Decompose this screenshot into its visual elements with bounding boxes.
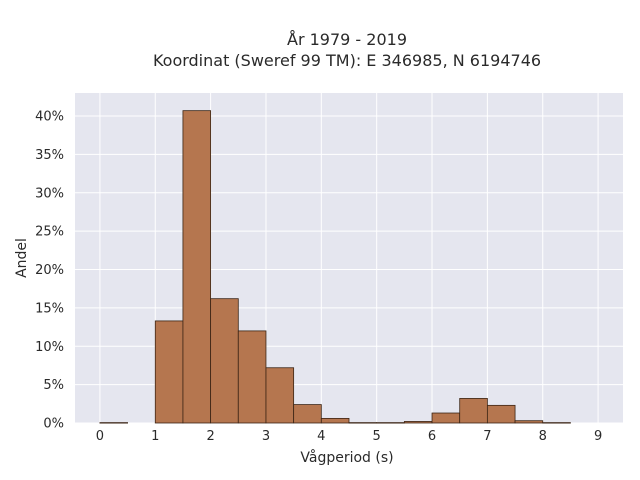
x-tick-label: 9 bbox=[594, 429, 602, 444]
x-tick-label: 4 bbox=[317, 429, 325, 444]
y-tick-label: 5% bbox=[43, 378, 64, 393]
y-tick-label: 25% bbox=[35, 225, 64, 240]
y-tick-label: 20% bbox=[35, 263, 64, 278]
y-axis-ticks: 0% 5% 10% 15% 20% 25% 30% 35% 40% bbox=[35, 110, 64, 432]
histogram-bar bbox=[210, 298, 239, 424]
x-tick-label: 3 bbox=[262, 429, 270, 444]
y-tick-label: 30% bbox=[35, 186, 64, 201]
histogram-bar bbox=[403, 421, 433, 424]
y-tick-label: 0% bbox=[43, 417, 64, 432]
x-axis-label: Vågperiod (s) bbox=[300, 449, 393, 466]
x-tick-label: 2 bbox=[206, 429, 214, 444]
x-tick-label: 8 bbox=[539, 429, 547, 444]
histogram-bar bbox=[431, 412, 461, 424]
histogram-bar bbox=[265, 367, 295, 424]
x-tick-label: 0 bbox=[96, 429, 104, 444]
y-axis-label: Andel bbox=[14, 238, 30, 278]
histogram-bar bbox=[376, 422, 405, 424]
x-tick-label: 5 bbox=[373, 429, 381, 444]
histogram-bar bbox=[459, 398, 488, 424]
chart-title-line-1: År 1979 - 2019 bbox=[287, 30, 407, 49]
histogram-bar bbox=[237, 330, 267, 424]
x-tick-label: 1 bbox=[151, 429, 159, 444]
histogram-bar bbox=[320, 417, 350, 424]
histogram-bar bbox=[293, 404, 322, 424]
histogram-bar bbox=[542, 422, 571, 424]
histogram-bar bbox=[486, 404, 516, 424]
histogram-bars bbox=[99, 110, 571, 424]
x-tick-label: 6 bbox=[428, 429, 436, 444]
y-tick-label: 35% bbox=[35, 148, 64, 163]
histogram-bar bbox=[348, 422, 378, 424]
x-axis-ticks: 0 1 2 3 4 5 6 7 8 9 bbox=[96, 429, 602, 444]
histogram-bar bbox=[99, 422, 128, 424]
y-tick-label: 15% bbox=[35, 301, 64, 316]
histogram-bar bbox=[154, 320, 184, 424]
chart-title-line-2: Koordinat (Sweref 99 TM): E 346985, N 61… bbox=[153, 51, 541, 70]
histogram-bar bbox=[514, 420, 544, 424]
histogram-bar bbox=[182, 110, 212, 424]
x-tick-label: 7 bbox=[483, 429, 491, 444]
y-tick-label: 40% bbox=[35, 110, 64, 125]
y-tick-label: 10% bbox=[35, 340, 64, 355]
